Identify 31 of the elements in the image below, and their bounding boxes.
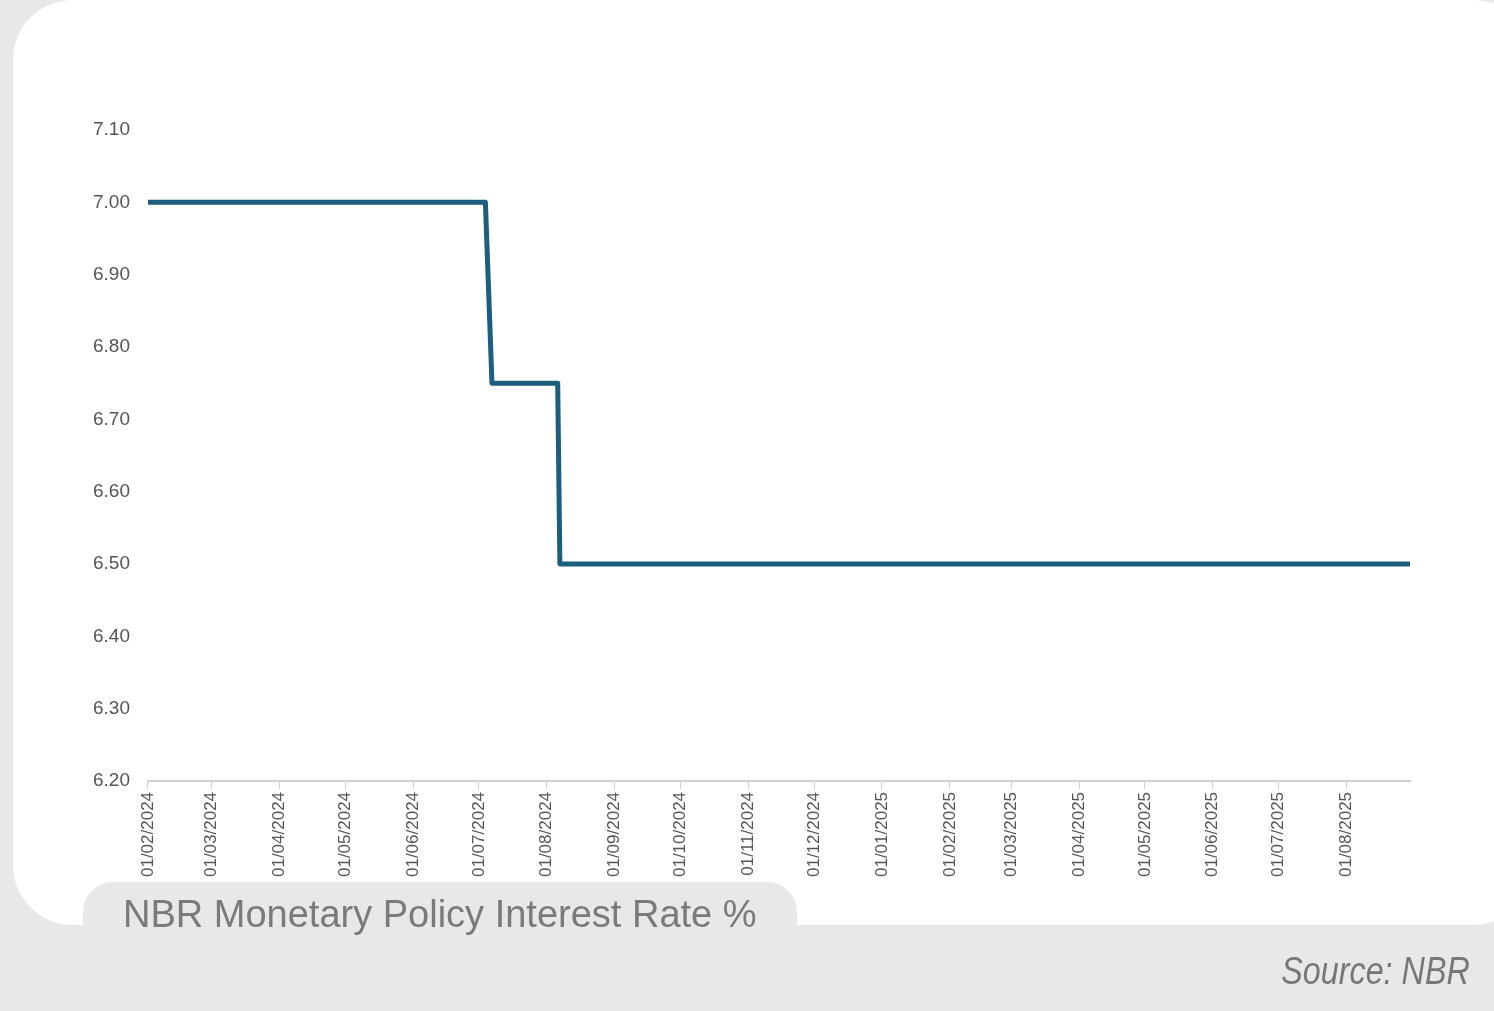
x-tick-label: 01/05/2024 [334, 791, 354, 878]
x-tick-label: 01/10/2024 [670, 791, 690, 878]
x-tick-label: 01/05/2025 [1134, 791, 1154, 878]
x-tick-label: 01/07/2024 [468, 791, 488, 878]
x-tick-label: 01/06/2024 [402, 791, 422, 878]
x-tick-label: 01/02/2025 [939, 791, 959, 878]
y-tick-label: 6.30 [93, 696, 130, 718]
y-tick-label: 6.60 [93, 479, 130, 501]
y-tick-label: 6.90 [93, 262, 130, 284]
x-tick-label: 01/08/2024 [536, 791, 556, 878]
x-tick-label: 01/11/2024 [738, 791, 757, 876]
y-tick-label: 6.80 [93, 335, 130, 357]
y-tick-label: 6.20 [93, 769, 130, 791]
y-tick-label: 6.70 [93, 407, 130, 429]
x-tick-label: 01/04/2025 [1068, 791, 1088, 878]
x-tick-label: 01/03/2024 [201, 791, 221, 878]
x-tick-label: 01/01/2025 [871, 791, 891, 878]
x-tick-label: 01/07/2025 [1268, 791, 1288, 878]
x-tick-label: 01/08/2025 [1336, 791, 1356, 878]
y-tick-label: 6.40 [93, 624, 130, 646]
y-tick-label: 7.00 [93, 190, 130, 212]
y-tick-label: 7.10 [93, 118, 130, 140]
y-tick-label: 6.50 [93, 552, 130, 574]
x-tick-label: 01/06/2025 [1202, 791, 1222, 878]
x-tick-label: 01/09/2024 [604, 791, 624, 878]
text: NBR Monetary Policy Interest Rate % [83, 882, 797, 942]
source-note: Source: NBR [1281, 950, 1470, 993]
x-tick-label: 01/02/2024 [137, 791, 157, 878]
x-tick-label: 01/12/2024 [803, 791, 823, 878]
x-tick-label: 01/03/2025 [1000, 791, 1020, 878]
x-tick-label: 01/04/2024 [269, 791, 289, 878]
